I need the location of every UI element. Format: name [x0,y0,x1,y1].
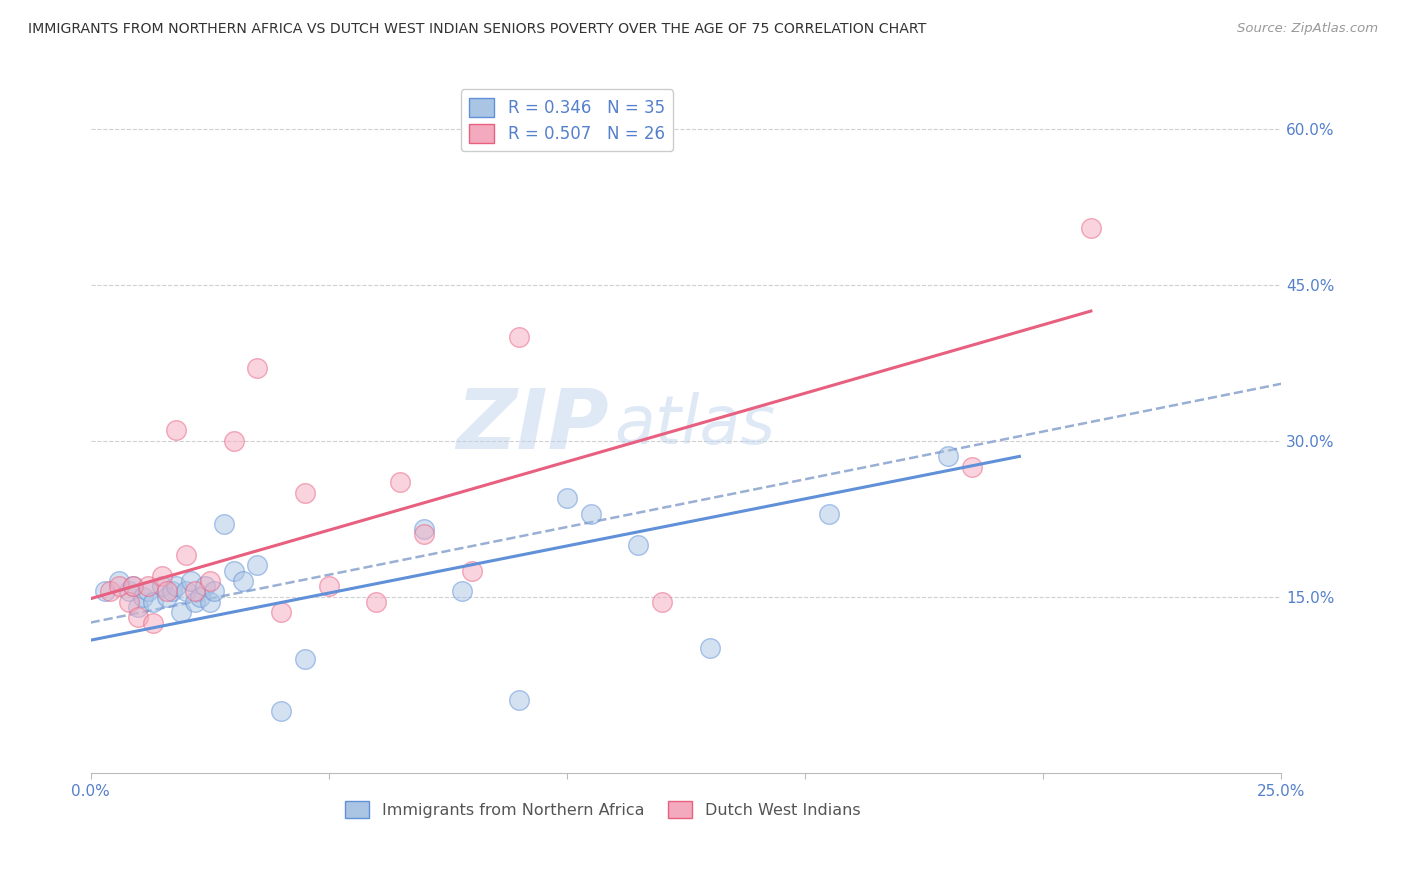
Point [165,424,187,438]
Point [98,584,121,599]
Point [222,434,245,448]
Text: atlas: atlas [614,392,776,458]
Point [150,579,173,593]
Point [936,450,959,464]
Point [118,595,141,609]
Point [366,595,388,609]
Point [198,595,221,609]
Point [141,615,163,630]
Point [174,548,197,562]
Point [132,590,155,604]
Point [294,652,316,666]
Point [160,584,183,599]
Point [246,361,269,376]
Point [94,584,117,599]
Point [180,574,202,588]
Legend: Immigrants from Northern Africa, Dutch West Indians: Immigrants from Northern Africa, Dutch W… [339,795,868,824]
Point [460,564,482,578]
Point [818,507,841,521]
Point [141,595,163,609]
Point [184,595,207,609]
Point [413,522,436,536]
Point [212,516,235,531]
Text: IMMIGRANTS FROM NORTHERN AFRICA VS DUTCH WEST INDIAN SENIORS POVERTY OVER THE AG: IMMIGRANTS FROM NORTHERN AFRICA VS DUTCH… [28,22,927,37]
Point [127,610,149,624]
Point [699,641,721,656]
Point [270,704,292,718]
Point [222,564,245,578]
Point [204,584,226,599]
Point [136,584,159,599]
Point [194,579,217,593]
Text: Source: ZipAtlas.com: Source: ZipAtlas.com [1237,22,1378,36]
Point [108,574,131,588]
Point [389,475,412,490]
Point [198,574,221,588]
Point [451,584,474,599]
Point [555,491,578,505]
Point [150,569,173,583]
Point [118,584,141,599]
Point [127,599,149,614]
Point [508,330,530,344]
Point [508,693,530,707]
Point [156,590,179,604]
Point [156,584,179,599]
Point [294,485,316,500]
Point [122,579,145,593]
Point [413,527,436,541]
Point [232,574,254,588]
Point [318,579,340,593]
Point [174,584,197,599]
Point [270,605,292,619]
Point [122,579,145,593]
Point [170,605,193,619]
Point [627,538,650,552]
Point [188,590,211,604]
Point [579,507,602,521]
Point [165,579,187,593]
Point [246,558,269,573]
Point [184,584,207,599]
Point [108,579,131,593]
Point [960,459,983,474]
Point [136,579,159,593]
Point [1080,221,1102,235]
Point [651,595,673,609]
Text: ZIP: ZIP [456,384,609,466]
